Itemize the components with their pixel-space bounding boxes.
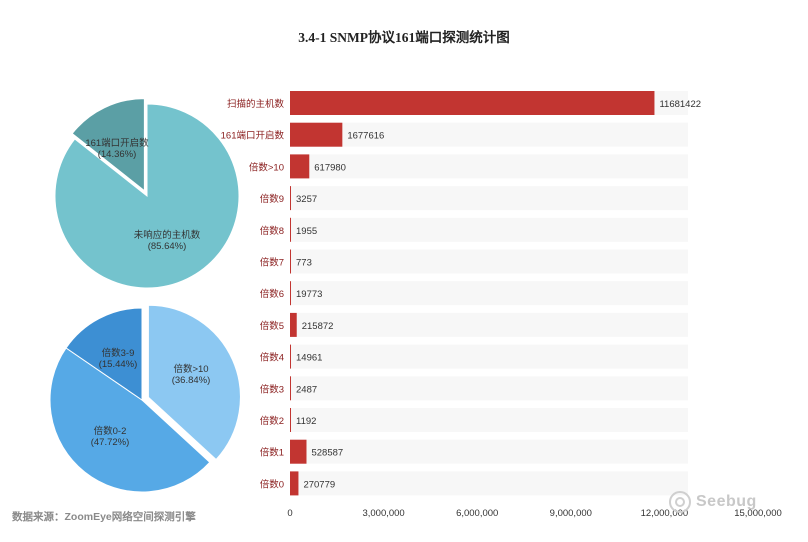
x-tick-label: 15,000,000 bbox=[734, 508, 782, 519]
bar bbox=[290, 154, 310, 179]
bar-value-label: 1955 bbox=[296, 226, 317, 237]
pie-label: 倍数3-9 bbox=[102, 347, 135, 359]
bar-row-background bbox=[290, 344, 688, 369]
bar bbox=[290, 281, 291, 306]
pie-slice-no-response bbox=[54, 103, 240, 289]
bar-row-background bbox=[290, 312, 688, 337]
bar-category-label: 扫描的主机数 bbox=[227, 98, 285, 110]
bar bbox=[290, 249, 291, 274]
bar bbox=[290, 122, 343, 147]
pie-slice-multiple-gt10 bbox=[147, 304, 241, 461]
bar-category-label: 倍数0 bbox=[260, 478, 284, 490]
bar bbox=[290, 439, 307, 464]
pie-label: 未响应的主机数 bbox=[134, 229, 201, 241]
bar-category-label: 倍数1 bbox=[260, 447, 284, 459]
bar-row-background bbox=[290, 471, 688, 496]
pie-slice-multiple-0-2 bbox=[49, 347, 211, 493]
bar bbox=[290, 312, 297, 337]
bar-category-label: 161端口开启数 bbox=[221, 130, 285, 142]
bar bbox=[290, 344, 291, 369]
bar bbox=[290, 408, 291, 432]
x-tick-label: 0 bbox=[287, 508, 292, 519]
bar-row-background bbox=[290, 439, 688, 464]
pie-percent: (15.44%) bbox=[99, 359, 138, 370]
pie-percent: (85.64%) bbox=[148, 241, 187, 252]
bar-row-background bbox=[290, 122, 688, 147]
bar-category-label: 倍数6 bbox=[260, 288, 284, 300]
bar bbox=[290, 186, 291, 211]
bar-row-background bbox=[290, 217, 688, 242]
bar-value-label: 270779 bbox=[303, 479, 335, 490]
bar-value-label: 1192 bbox=[296, 416, 316, 427]
bar-category-label: 倍数9 bbox=[260, 193, 284, 205]
pie-slice-multiple-3-9 bbox=[65, 307, 143, 401]
bar-value-label: 3257 bbox=[296, 194, 317, 205]
x-tick-label: 12,000,000 bbox=[641, 508, 689, 519]
bar-row-background bbox=[290, 154, 688, 179]
bar-value-label: 2487 bbox=[296, 384, 317, 395]
bar-value-label: 617980 bbox=[314, 162, 346, 173]
bar-row-background bbox=[290, 249, 688, 274]
bar-value-label: 1677616 bbox=[347, 131, 384, 142]
pie-slice-port-open bbox=[71, 98, 145, 192]
bar-row-background bbox=[290, 408, 688, 432]
bar-category-label: 倍数7 bbox=[260, 257, 284, 269]
pie-percent: (47.72%) bbox=[91, 437, 130, 448]
x-tick-label: 9,000,000 bbox=[550, 508, 592, 519]
bar-category-label: 倍数3 bbox=[260, 383, 284, 395]
data-source-note: 数据来源：ZoomEye网络空间探测引擎 bbox=[12, 511, 196, 523]
bar bbox=[290, 91, 655, 115]
watermark-text: Seebug bbox=[696, 493, 757, 510]
bar-category-label: 倍数2 bbox=[260, 415, 284, 427]
seebug-watermark: Seebug bbox=[668, 490, 788, 514]
bar-value-label: 11681422 bbox=[659, 99, 701, 110]
pie-percent: (36.84%) bbox=[172, 375, 211, 386]
x-tick-label: 3,000,000 bbox=[362, 508, 404, 519]
bar-category-label: 倍数4 bbox=[260, 352, 284, 364]
bar-category-label: 倍数8 bbox=[260, 225, 284, 237]
bar-row-background bbox=[290, 186, 688, 211]
bar-row-background bbox=[290, 281, 688, 306]
pie-label: 倍数0-2 bbox=[94, 425, 127, 437]
seebug-logo-icon bbox=[669, 491, 691, 513]
bar-value-label: 773 bbox=[296, 258, 312, 269]
bar-category-label: 倍数5 bbox=[260, 320, 284, 332]
bar-value-label: 215872 bbox=[302, 321, 334, 332]
x-tick-label: 6,000,000 bbox=[456, 508, 498, 519]
chart-title: 3.4-1 SNMP协议161端口探测统计图 bbox=[298, 30, 510, 45]
pie-percent: (14.36%) bbox=[98, 149, 137, 160]
bar bbox=[290, 471, 299, 496]
bar-value-label: 19773 bbox=[296, 289, 322, 300]
bar-value-label: 528587 bbox=[311, 448, 343, 459]
bar-category-label: 倍数>10 bbox=[249, 161, 284, 173]
bar bbox=[290, 217, 291, 242]
bar bbox=[290, 376, 291, 401]
bar-value-label: 14961 bbox=[296, 353, 322, 364]
bar-row-background bbox=[290, 376, 688, 401]
pie-label: 161端口开启数 bbox=[85, 137, 149, 149]
pie-label: 倍数>10 bbox=[173, 363, 208, 375]
